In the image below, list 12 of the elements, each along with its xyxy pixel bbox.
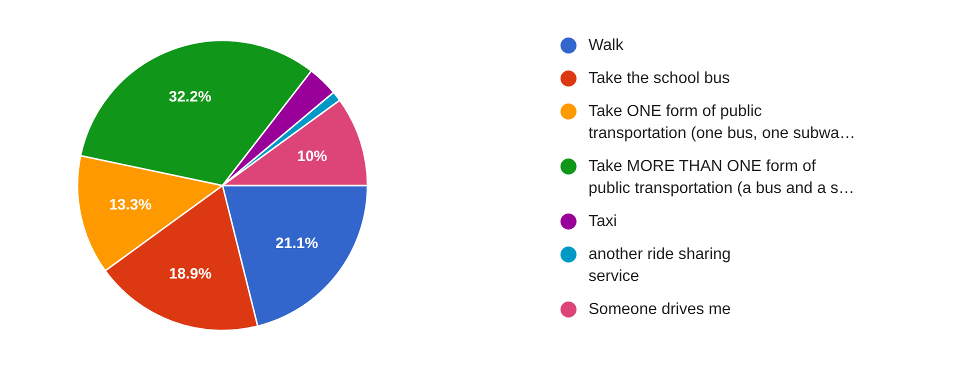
legend-label: Take the school bus bbox=[588, 70, 730, 87]
legend-label: Take ONE form of public transportation (one bus, one subwa… bbox=[588, 103, 856, 142]
data-label: 21.1% bbox=[276, 235, 318, 252]
data-label: 13.3% bbox=[109, 196, 152, 214]
legend-label: Walk bbox=[588, 37, 624, 54]
legend-label: Take MORE THAN ONE form of public transportation (a bus and a s… bbox=[588, 158, 854, 197]
legend-label: Someone drives me bbox=[588, 301, 731, 318]
data-label: 10% bbox=[297, 148, 328, 165]
data-label: 18.9% bbox=[169, 266, 212, 283]
legend-label: another ride sharing service bbox=[588, 246, 731, 285]
data-label: 32.2% bbox=[168, 88, 212, 106]
legend-label: Taxi bbox=[588, 213, 617, 230]
